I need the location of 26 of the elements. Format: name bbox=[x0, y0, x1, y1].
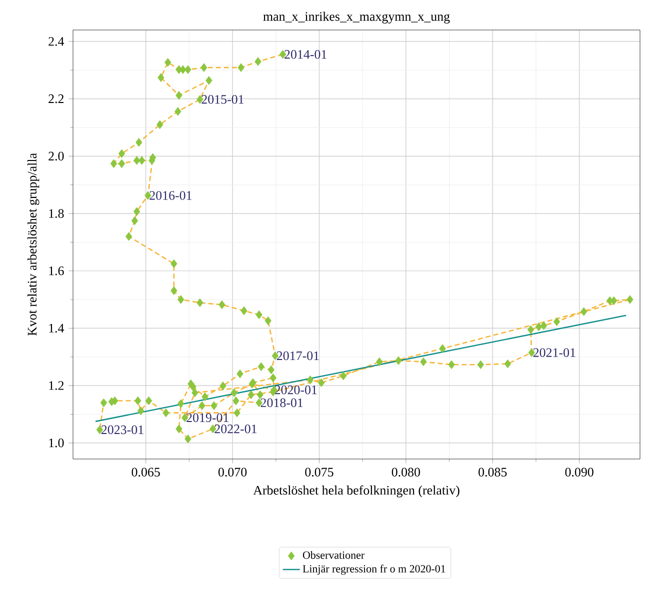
annotation: 2016-01 bbox=[150, 191, 192, 200]
x-tick-label: 0.065 bbox=[132, 468, 160, 477]
y-tick-label: 2.0 bbox=[48, 152, 64, 161]
y-tick-label: 1.6 bbox=[49, 266, 64, 276]
annotation: 2015-01 bbox=[202, 95, 244, 104]
annotation: 2018-01 bbox=[260, 398, 303, 408]
x-tick-label: 0.070 bbox=[218, 468, 247, 477]
y-tick-label: 1.2 bbox=[49, 381, 64, 390]
x-tick-label: 0.090 bbox=[565, 468, 594, 477]
y-tick-label: 1.0 bbox=[49, 438, 64, 448]
y-tick-label: 1.4 bbox=[49, 324, 64, 333]
y-tick-label: 1.8 bbox=[49, 209, 64, 218]
y-tick-label: 2.2 bbox=[48, 94, 64, 104]
annotation: 2023-01 bbox=[101, 425, 144, 434]
x-tick-label: 0.080 bbox=[392, 468, 420, 477]
x-axis-title: Arbetslöshet hela befolkningen (relativ) bbox=[253, 485, 460, 498]
x-tick-label: 0.085 bbox=[478, 468, 507, 477]
legend-label: Observationer bbox=[302, 551, 364, 559]
legend-label: Linjär regression fr o m 2020-01 bbox=[302, 564, 446, 575]
annotation: 2017-01 bbox=[276, 351, 319, 360]
y-tick-label: 2.4 bbox=[48, 37, 64, 46]
chart-title: man_x_inrikes_x_maxgymn_x_ung bbox=[263, 12, 450, 24]
annotation: 2014-01 bbox=[284, 50, 326, 59]
y-axis-title: Kvot relativ arbetslöshet grupp/alla bbox=[27, 153, 40, 336]
x-tick-label: 0.075 bbox=[305, 468, 334, 477]
annotation: 2022-01 bbox=[214, 424, 257, 434]
